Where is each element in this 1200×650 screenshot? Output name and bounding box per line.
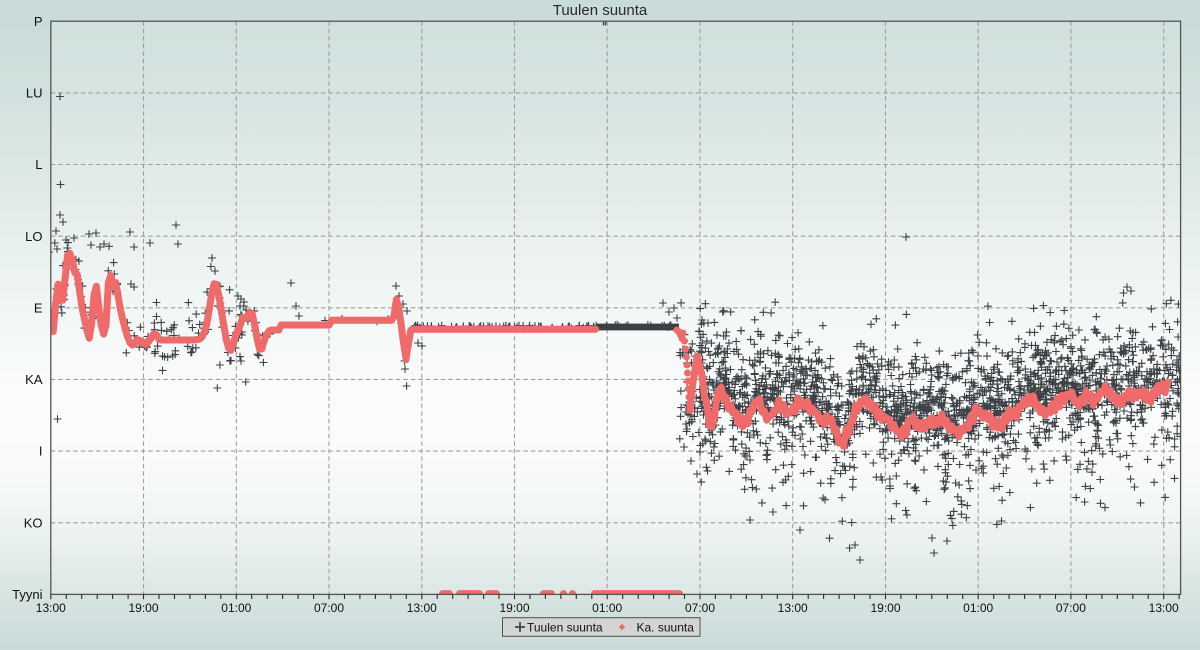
svg-text:Ka. suunta: Ka. suunta bbox=[637, 620, 695, 634]
svg-text:01:00: 01:00 bbox=[963, 601, 993, 615]
svg-text:19:00: 19:00 bbox=[499, 601, 529, 615]
svg-text:01:00: 01:00 bbox=[221, 601, 251, 615]
svg-text:Tuulen suunta: Tuulen suunta bbox=[553, 2, 648, 19]
svg-text:07:00: 07:00 bbox=[314, 601, 344, 615]
svg-text:01:00: 01:00 bbox=[592, 601, 622, 615]
svg-text:L: L bbox=[35, 157, 42, 172]
svg-text:I: I bbox=[39, 444, 43, 459]
svg-text:LU: LU bbox=[26, 86, 43, 101]
svg-text:KA: KA bbox=[25, 372, 43, 387]
svg-text:LO: LO bbox=[25, 229, 42, 244]
svg-text:E: E bbox=[34, 300, 43, 315]
svg-text:19:00: 19:00 bbox=[128, 601, 158, 615]
svg-text:07:00: 07:00 bbox=[685, 601, 715, 615]
svg-text:13:00: 13:00 bbox=[36, 601, 66, 615]
svg-text:19:00: 19:00 bbox=[870, 601, 900, 615]
svg-text:13:00: 13:00 bbox=[407, 601, 437, 615]
svg-text:Tuulen suunta: Tuulen suunta bbox=[527, 620, 603, 634]
svg-text:07:00: 07:00 bbox=[1056, 601, 1086, 615]
svg-text:P: P bbox=[34, 14, 43, 29]
svg-text:13:00: 13:00 bbox=[778, 601, 808, 615]
svg-text:KO: KO bbox=[24, 515, 43, 530]
svg-text:Tyyni: Tyyni bbox=[12, 587, 42, 602]
svg-text:13:00: 13:00 bbox=[1149, 601, 1179, 615]
